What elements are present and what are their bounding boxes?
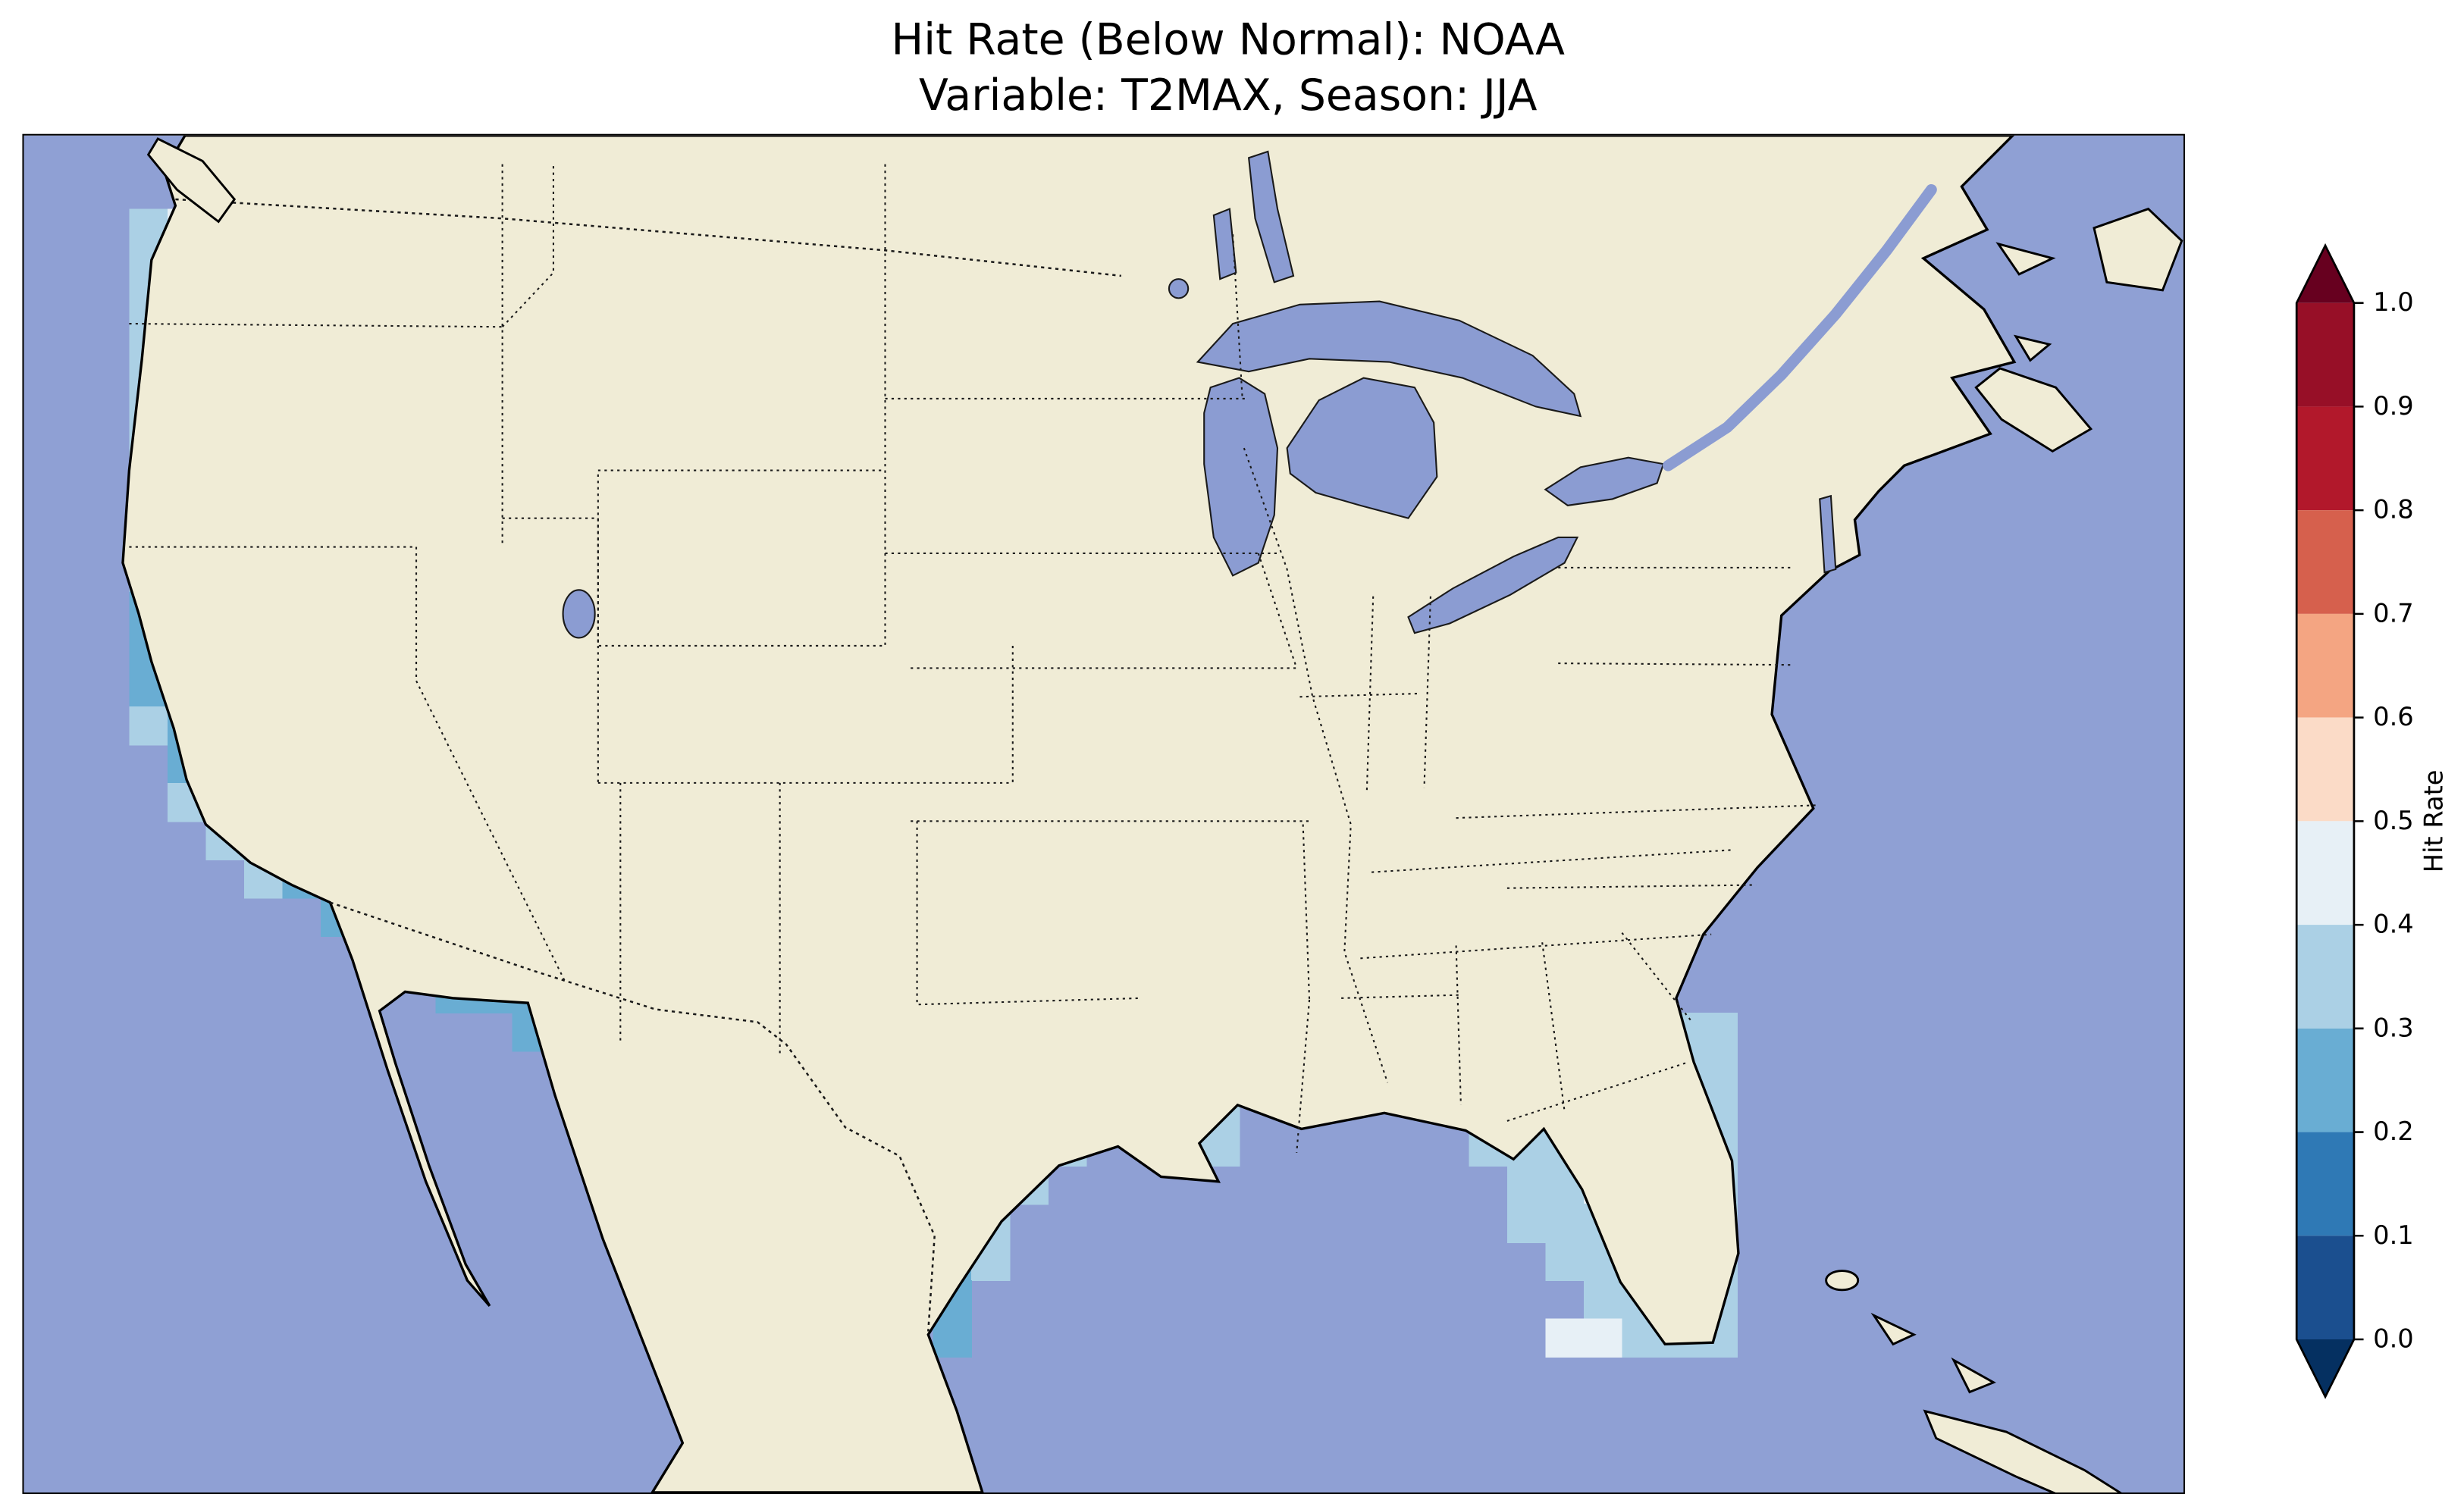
colorbar-tick-label: 0.3 xyxy=(2373,1012,2414,1043)
colorbar-bin-0.2-0.3 xyxy=(2296,1028,2354,1132)
colorbar-bin-0.9-1.0 xyxy=(2296,302,2354,407)
colorbar-tick-label: 0.6 xyxy=(2373,701,2414,732)
hit-rate-cell xyxy=(1583,1318,1623,1358)
bahama-island-3 xyxy=(1951,1357,1996,1394)
hit-rate-cell xyxy=(1545,1242,1585,1282)
great-lakes xyxy=(562,150,1837,639)
colorbar-tickmarks xyxy=(2353,302,2364,1341)
colorbar-tick-label: 1.0 xyxy=(2373,287,2414,318)
vancouver-island xyxy=(146,137,237,224)
hit-rate-cell xyxy=(1506,1204,1547,1243)
great-salt-lake xyxy=(562,589,596,639)
st-lawrence-river xyxy=(1663,183,1937,471)
colorbar-tick-label: 0.8 xyxy=(2373,494,2414,525)
colorbar-tick-label: 0.1 xyxy=(2373,1220,2414,1251)
hit-rate-cell xyxy=(1545,1318,1585,1358)
international-borders xyxy=(175,198,1121,1332)
lake-huron xyxy=(1286,377,1438,519)
nova-scotia xyxy=(1974,367,2093,453)
lake-ontario xyxy=(1544,456,1665,506)
hit-rate-cell xyxy=(129,706,168,746)
colorbar-bin-0.0-0.1 xyxy=(2296,1236,2354,1340)
figure-title: Hit Rate (Below Normal): NOAA Variable: … xyxy=(96,13,2360,124)
islands xyxy=(146,137,2183,1492)
colorbar-label: Hit Rate xyxy=(2419,769,2450,873)
colorbar-tick-label: 0.0 xyxy=(2373,1323,2414,1354)
lake-erie xyxy=(1407,536,1579,634)
us-canada-border xyxy=(175,198,1121,277)
colorbar-tick-label: 0.9 xyxy=(2373,390,2414,421)
hit-rate-cell xyxy=(1583,1280,1623,1320)
hit-rate-cell xyxy=(1698,1012,1738,1052)
colorbar-under-arrow xyxy=(2296,1339,2354,1397)
colorbar-tick-label: 0.4 xyxy=(2373,909,2414,940)
hit-rate-cell xyxy=(1545,1204,1585,1243)
title-line-2: Variable: T2MAX, Season: JJA xyxy=(918,71,1538,121)
lake-of-the-woods xyxy=(1168,278,1190,299)
colorbar-tick-label: 0.5 xyxy=(2373,805,2414,836)
newfoundland xyxy=(2093,207,2183,292)
colorbar-over-arrow xyxy=(2296,245,2354,303)
lake-winnipeg xyxy=(1247,150,1295,283)
colorbar-segments xyxy=(2296,302,2354,1340)
state-borders xyxy=(129,164,1817,1153)
lake-michigan xyxy=(1203,377,1279,577)
cuba xyxy=(1923,1409,2122,1492)
conus-map xyxy=(24,135,2183,1492)
hit-rate-cell xyxy=(933,1318,973,1358)
colorbar-bin-0.7-0.8 xyxy=(2296,510,2354,614)
colorbar-tick-label: 0.7 xyxy=(2373,597,2414,628)
colorbar-tick-label: 0.2 xyxy=(2373,1116,2414,1147)
map-panel xyxy=(22,133,2185,1494)
bahama-island-1 xyxy=(1825,1270,1860,1292)
lake-manitoba xyxy=(1212,208,1237,280)
colorbar-bin-0.1-0.2 xyxy=(2296,1132,2354,1236)
colorbar-bin-0.3-0.4 xyxy=(2296,925,2354,1029)
colorbar xyxy=(2295,243,2364,1399)
bahama-island-2 xyxy=(1870,1312,1917,1346)
colorbar-bin-0.5-0.6 xyxy=(2296,717,2354,822)
title-line-1: Hit Rate (Below Normal): NOAA xyxy=(891,16,1566,66)
anticosti-island xyxy=(1995,242,2056,276)
prince-edward-island xyxy=(2013,334,2052,362)
hit-rate-cell xyxy=(1698,1051,1738,1090)
colorbar-bin-0.8-0.9 xyxy=(2296,406,2354,511)
lake-champlain xyxy=(1819,494,1837,574)
colorbar-bin-0.6-0.7 xyxy=(2296,613,2354,718)
us-mexico-border xyxy=(330,901,936,1332)
lake-superior xyxy=(1196,300,1582,418)
colorbar-bin-0.4-0.5 xyxy=(2296,821,2354,926)
hit-rate-cell xyxy=(1506,1165,1547,1205)
